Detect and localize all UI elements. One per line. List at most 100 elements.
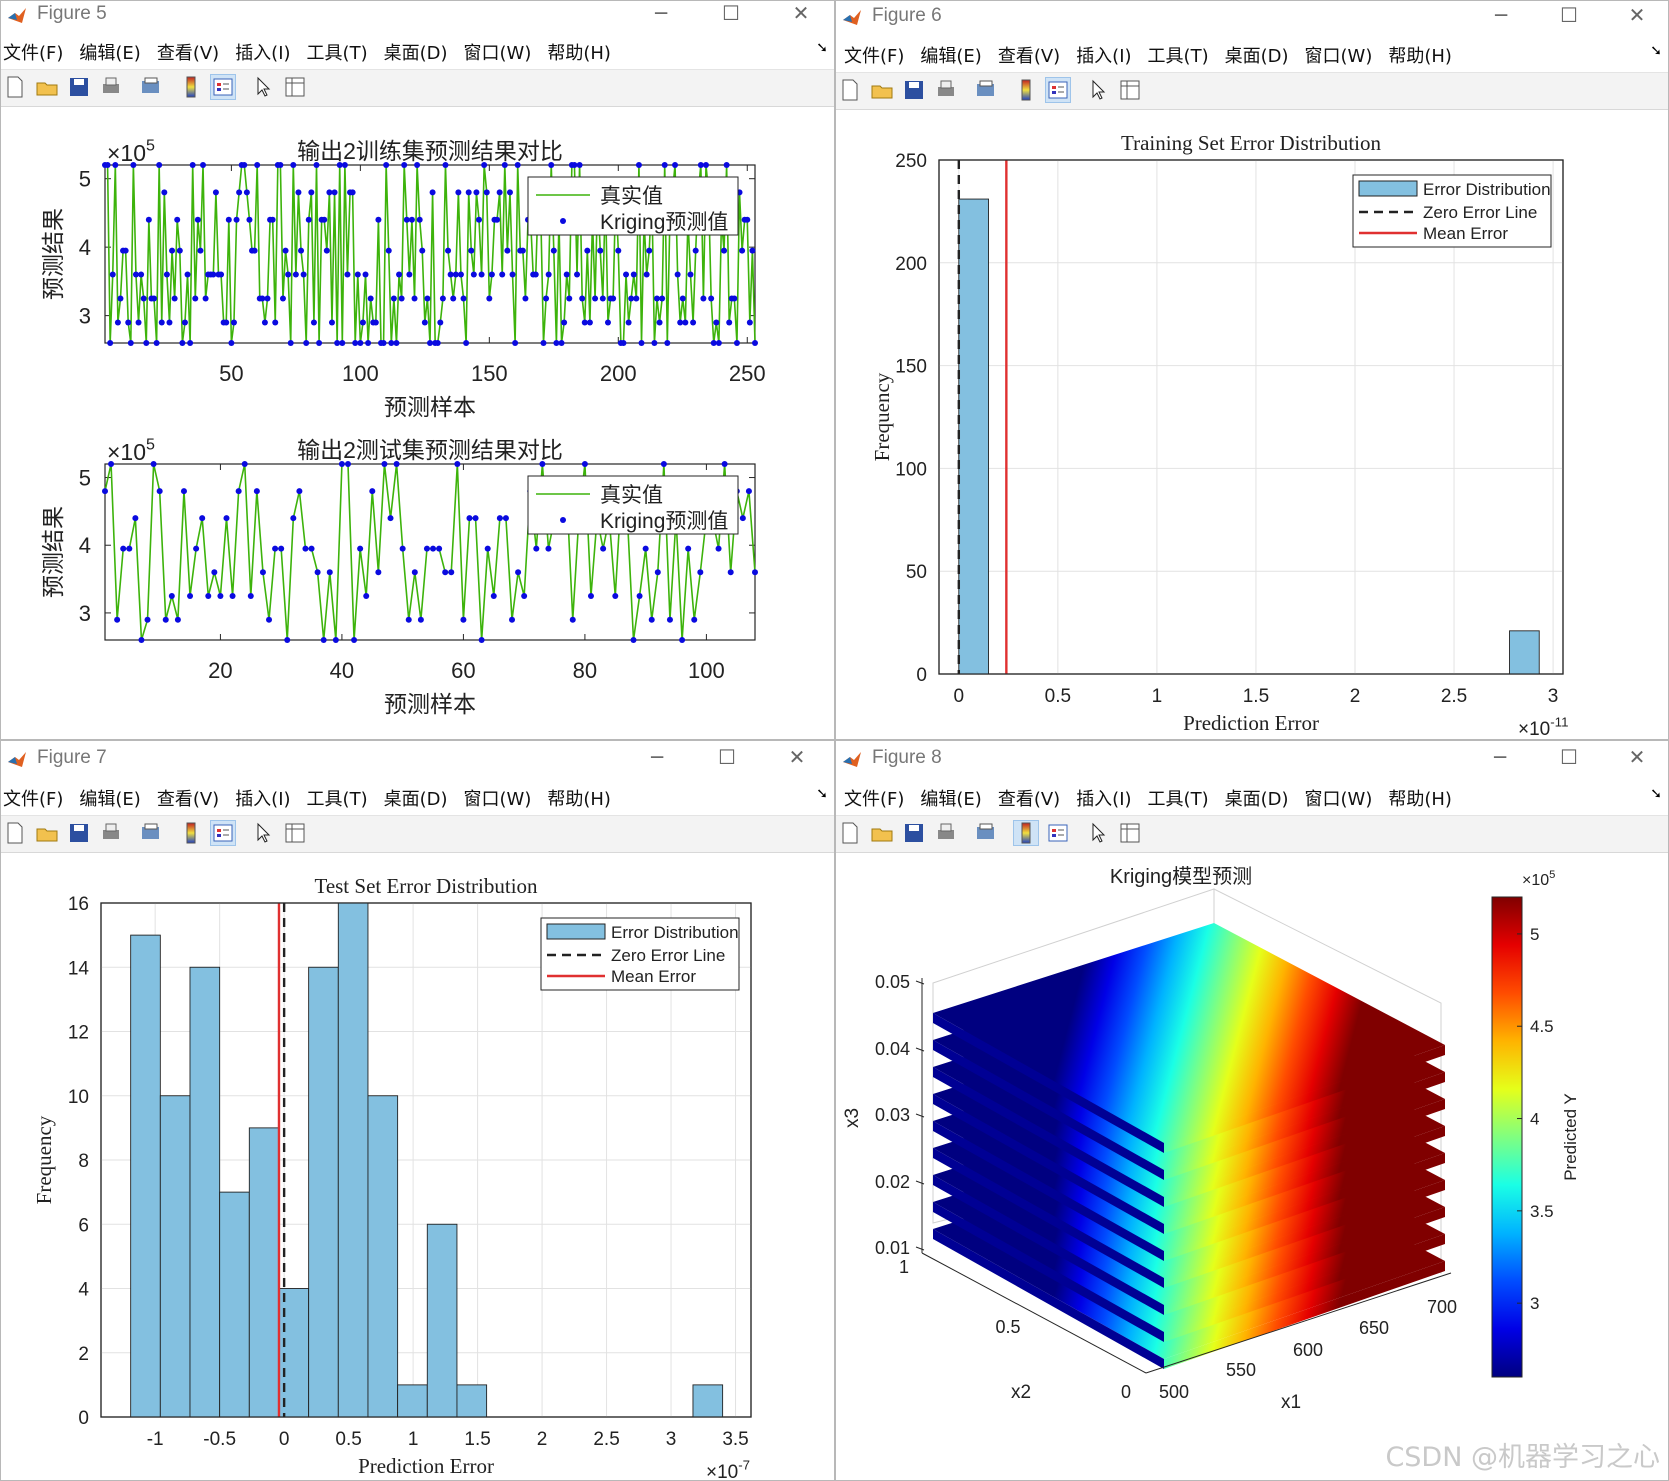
menu-item-0[interactable]: 文件(F) bbox=[3, 789, 64, 810]
print-preview-icon[interactable] bbox=[139, 821, 163, 845]
open-folder-icon[interactable] bbox=[870, 78, 894, 102]
print-icon[interactable] bbox=[99, 75, 123, 99]
menu-item-2[interactable]: 查看(V) bbox=[156, 789, 220, 810]
menu-item-7[interactable]: 帮助(H) bbox=[547, 43, 611, 64]
open-folder-icon[interactable] bbox=[35, 75, 59, 99]
property-editor-icon[interactable] bbox=[283, 821, 307, 845]
legend-icon[interactable] bbox=[210, 74, 236, 100]
new-file-icon[interactable] bbox=[3, 75, 27, 99]
close-icon[interactable]: ✕ bbox=[1628, 3, 1646, 27]
print-preview-icon[interactable] bbox=[974, 78, 998, 102]
series-kriging-point bbox=[211, 569, 218, 576]
colorbar-icon[interactable] bbox=[179, 75, 203, 99]
menu-item-5[interactable]: 桌面(D) bbox=[1224, 46, 1289, 67]
print-icon[interactable] bbox=[934, 821, 958, 845]
save-icon[interactable] bbox=[67, 821, 91, 845]
print-icon[interactable] bbox=[99, 821, 123, 845]
series-kriging-point bbox=[272, 545, 279, 552]
open-folder-icon[interactable] bbox=[870, 821, 894, 845]
property-editor-icon[interactable] bbox=[1118, 821, 1142, 845]
menu-item-1[interactable]: 编辑(E) bbox=[920, 46, 982, 67]
colorbar-icon[interactable] bbox=[179, 821, 203, 845]
legend-icon[interactable] bbox=[1046, 821, 1070, 845]
print-preview-icon[interactable] bbox=[974, 821, 998, 845]
menu-item-1[interactable]: 编辑(E) bbox=[79, 789, 141, 810]
menu-item-4[interactable]: 工具(T) bbox=[1147, 789, 1209, 810]
series-kriging-point bbox=[660, 461, 667, 467]
print-icon[interactable] bbox=[934, 78, 958, 102]
property-editor-icon[interactable] bbox=[1118, 78, 1142, 102]
close-icon[interactable]: ✕ bbox=[1628, 745, 1646, 769]
colorbar-icon[interactable] bbox=[1013, 820, 1039, 846]
menubar-overflow-icon[interactable]: ➘ bbox=[1650, 786, 1662, 802]
series-kriging-point bbox=[383, 162, 390, 168]
menu-item-7[interactable]: 帮助(H) bbox=[1388, 789, 1452, 810]
menu-item-4[interactable]: 工具(T) bbox=[1147, 46, 1209, 67]
menu-item-0[interactable]: 文件(F) bbox=[844, 46, 905, 67]
menu-item-6[interactable]: 窗口(W) bbox=[463, 43, 532, 64]
menu-item-4[interactable]: 工具(T) bbox=[306, 43, 368, 64]
pointer-icon[interactable] bbox=[251, 821, 275, 845]
y-tick-label: 5 bbox=[79, 466, 91, 491]
maximize-icon[interactable]: ☐ bbox=[1560, 745, 1578, 769]
close-icon[interactable]: ✕ bbox=[788, 745, 806, 769]
open-folder-icon[interactable] bbox=[35, 821, 59, 845]
menu-item-7[interactable]: 帮助(H) bbox=[1388, 46, 1452, 67]
print-preview-icon[interactable] bbox=[139, 75, 163, 99]
menu-item-0[interactable]: 文件(F) bbox=[844, 789, 905, 810]
series-kriging-point bbox=[145, 216, 152, 223]
menu-item-5[interactable]: 桌面(D) bbox=[383, 43, 448, 64]
menu-item-3[interactable]: 插入(I) bbox=[235, 43, 291, 64]
minimize-icon[interactable]: ─ bbox=[650, 745, 664, 769]
pointer-icon[interactable] bbox=[1086, 78, 1110, 102]
property-editor-icon[interactable] bbox=[283, 75, 307, 99]
menu-item-6[interactable]: 窗口(W) bbox=[463, 789, 532, 810]
title-bar[interactable]: Figure 6 ─ ☐ ✕ bbox=[836, 3, 1668, 31]
close-icon[interactable]: ✕ bbox=[792, 1, 810, 25]
new-file-icon[interactable] bbox=[3, 821, 27, 845]
series-kriging-point bbox=[161, 189, 168, 196]
maximize-icon[interactable]: ☐ bbox=[1560, 3, 1578, 27]
menu-item-3[interactable]: 插入(I) bbox=[1076, 46, 1132, 67]
menu-item-2[interactable]: 查看(V) bbox=[997, 789, 1061, 810]
menu-item-3[interactable]: 插入(I) bbox=[1076, 789, 1132, 810]
minimize-icon[interactable]: ─ bbox=[654, 1, 668, 25]
maximize-icon[interactable]: ☐ bbox=[718, 745, 736, 769]
menu-item-7[interactable]: 帮助(H) bbox=[547, 789, 611, 810]
save-icon[interactable] bbox=[902, 821, 926, 845]
menu-item-1[interactable]: 编辑(E) bbox=[920, 789, 982, 810]
menu-item-4[interactable]: 工具(T) bbox=[306, 789, 368, 810]
minimize-icon[interactable]: ─ bbox=[1493, 745, 1507, 769]
menubar-overflow-icon[interactable]: ➘ bbox=[816, 40, 828, 56]
pointer-icon[interactable] bbox=[1086, 821, 1110, 845]
x2-axis-line bbox=[921, 1252, 1147, 1374]
menubar-overflow-icon[interactable]: ➘ bbox=[1650, 43, 1662, 59]
colorbar-icon[interactable] bbox=[1014, 78, 1038, 102]
minimize-icon[interactable]: ─ bbox=[1494, 3, 1508, 27]
title-bar[interactable]: Figure 7 ─ ☐ ✕ bbox=[1, 745, 834, 773]
pointer-icon[interactable] bbox=[251, 75, 275, 99]
menu-item-2[interactable]: 查看(V) bbox=[156, 43, 220, 64]
legend-icon[interactable] bbox=[210, 820, 236, 846]
save-icon[interactable] bbox=[902, 78, 926, 102]
menubar-overflow-icon[interactable]: ➘ bbox=[816, 786, 828, 802]
new-file-icon[interactable] bbox=[838, 821, 862, 845]
menu-item-3[interactable]: 插入(I) bbox=[235, 789, 291, 810]
series-kriging-point bbox=[132, 515, 139, 522]
menu-item-0[interactable]: 文件(F) bbox=[3, 43, 64, 64]
save-icon[interactable] bbox=[67, 75, 91, 99]
title-bar[interactable]: Figure 8 ─ ☐ ✕ bbox=[836, 745, 1668, 773]
new-file-icon[interactable] bbox=[838, 78, 862, 102]
menu-item-5[interactable]: 桌面(D) bbox=[1224, 789, 1289, 810]
menu-item-6[interactable]: 窗口(W) bbox=[1304, 46, 1373, 67]
maximize-icon[interactable]: ☐ bbox=[722, 1, 740, 25]
menu-item-6[interactable]: 窗口(W) bbox=[1304, 789, 1373, 810]
menu-item-5[interactable]: 桌面(D) bbox=[383, 789, 448, 810]
menu-item-2[interactable]: 查看(V) bbox=[997, 46, 1061, 67]
menu-item-1[interactable]: 编辑(E) bbox=[79, 43, 141, 64]
series-kriging-point bbox=[496, 189, 503, 196]
series-kriging-point bbox=[125, 319, 132, 326]
series-kriging-point bbox=[710, 340, 717, 346]
title-bar[interactable]: Figure 5 ─ ☐ ✕ bbox=[1, 1, 834, 29]
legend-icon[interactable] bbox=[1045, 77, 1071, 103]
